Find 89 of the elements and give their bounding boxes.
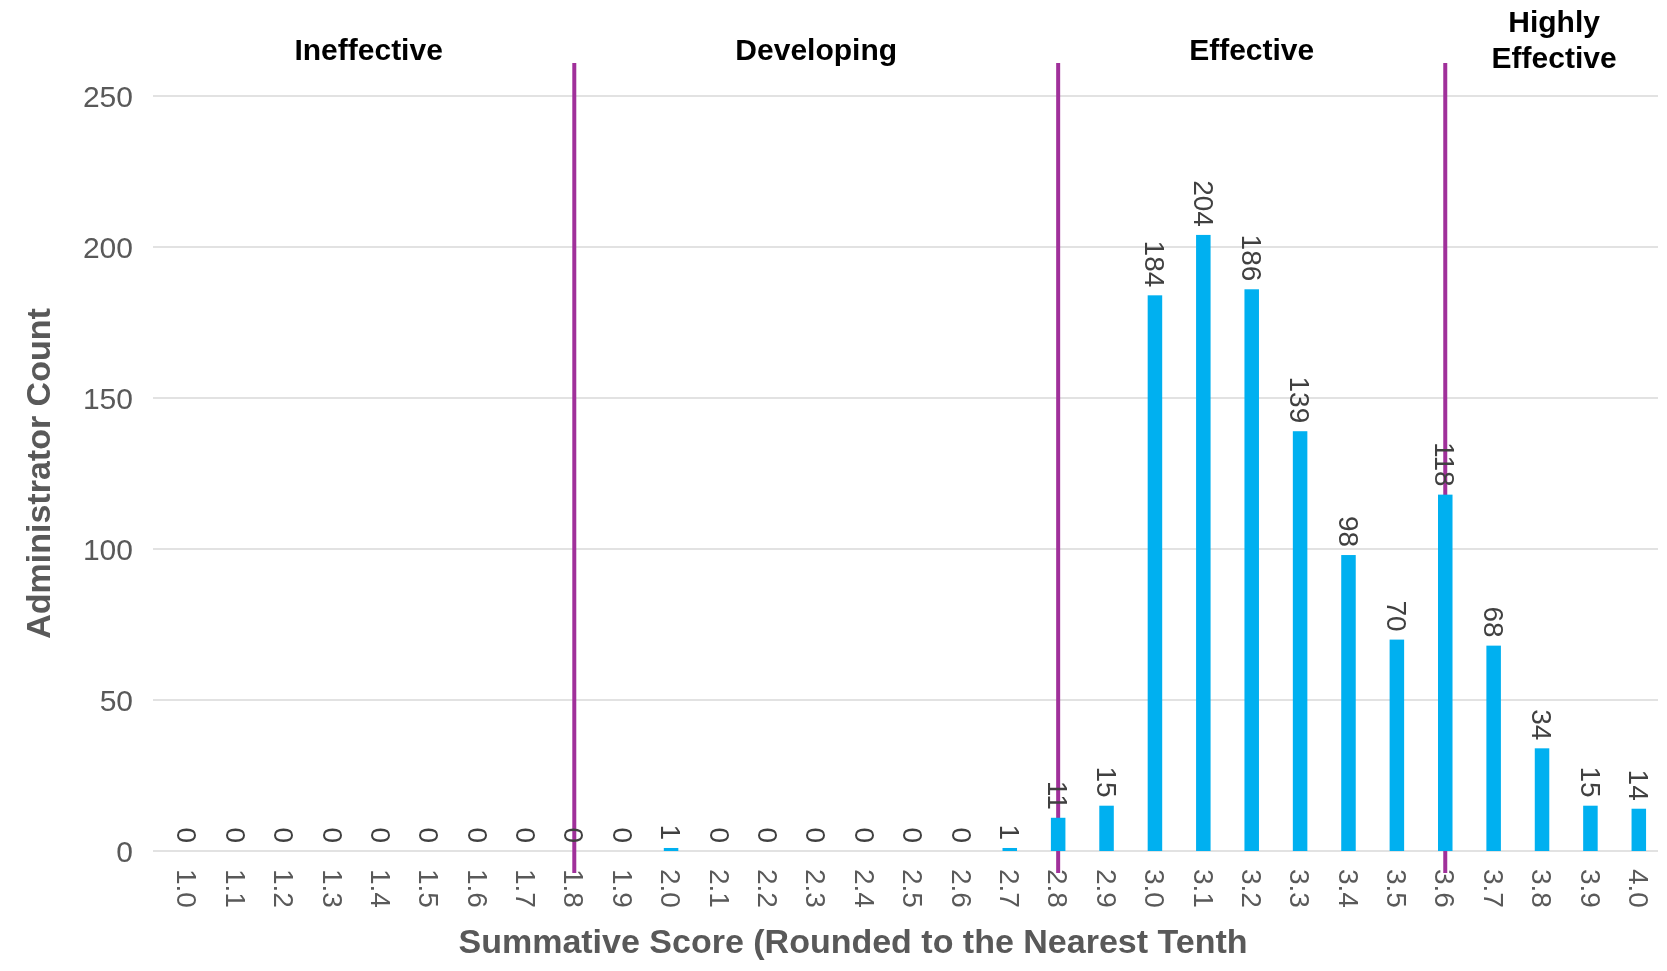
- text: Ineffective: [294, 33, 443, 66]
- x-tick-label: 1.8: [558, 869, 590, 908]
- x-tick-label: 2.9: [1090, 869, 1122, 908]
- y-tick-label: 50: [99, 683, 133, 717]
- x-tick-label: 3.9: [1574, 869, 1606, 908]
- data-label: 68: [1477, 606, 1509, 638]
- text: Developing: [735, 33, 898, 66]
- x-tick-label: 2.6: [945, 869, 977, 908]
- data-label: 139: [1284, 376, 1316, 424]
- data-label: 0: [800, 827, 832, 843]
- data-label: 0: [703, 827, 735, 843]
- x-tick-label: 4.0: [1623, 869, 1655, 908]
- y-tick-label: 200: [82, 230, 133, 264]
- data-label: 0: [268, 827, 300, 843]
- data-label: 70: [1381, 600, 1413, 632]
- x-tick-label: 2.2: [752, 869, 784, 908]
- y-tick-label: 0: [116, 834, 133, 868]
- data-label: 0: [606, 827, 638, 843]
- x-tick-label: 2.1: [703, 869, 735, 908]
- x-tick-label: 1.7: [510, 869, 542, 908]
- data-label: 0: [752, 827, 784, 843]
- bar: [1341, 555, 1356, 851]
- data-label: 0: [316, 827, 348, 843]
- data-label: 11: [1042, 780, 1074, 810]
- x-tick-label: 2.5: [897, 869, 929, 908]
- x-tick-label: 2.7: [993, 869, 1025, 908]
- x-tick-label: 3.5: [1381, 869, 1413, 908]
- data-label: 186: [1235, 234, 1267, 282]
- bar: [1486, 645, 1501, 851]
- data-label: 1: [655, 824, 687, 840]
- x-tick-label: 2.4: [848, 869, 880, 908]
- y-tick-label: 250: [82, 79, 133, 113]
- x-tick-label: 3.4: [1332, 869, 1364, 908]
- data-label: 0: [219, 827, 251, 843]
- bar: [1196, 234, 1211, 851]
- x-axis-title: Summative Score (Rounded to the Nearest Tenth: [458, 922, 1248, 960]
- data-label: 15: [1574, 766, 1606, 798]
- x-tick-label: 1.2: [268, 869, 300, 908]
- data-label: 0: [413, 827, 445, 843]
- x-tick-label: 1.4: [364, 869, 396, 908]
- y-axis-title: Administrator Count: [19, 308, 57, 639]
- data-label: 0: [848, 827, 880, 843]
- data-label: 118: [1429, 442, 1461, 487]
- data-label: 0: [364, 827, 396, 843]
- data-label: 0: [945, 827, 977, 843]
- bar: [663, 847, 679, 851]
- x-tick-label: 3.8: [1526, 869, 1558, 908]
- data-label: 34: [1526, 709, 1558, 741]
- text: Effective: [1189, 33, 1315, 66]
- data-label: 0: [897, 827, 929, 843]
- x-tick-label: 1.0: [171, 869, 203, 908]
- data-label: 0: [558, 827, 590, 843]
- x-tick-label: 3.2: [1235, 869, 1267, 908]
- bar: [1099, 805, 1114, 851]
- data-label: 204: [1187, 180, 1219, 227]
- bar: [1002, 847, 1018, 851]
- x-tick-label: 3.1: [1187, 869, 1219, 908]
- x-tick-label: 1.9: [606, 869, 638, 908]
- text: Highly Effective: [1491, 5, 1617, 74]
- bar: [1534, 748, 1550, 851]
- x-tick-label: 3.6: [1429, 869, 1461, 908]
- x-tick-label: 1.6: [461, 869, 493, 908]
- x-tick-label: 1.5: [413, 869, 445, 908]
- bar: [1583, 805, 1598, 851]
- bar: [1147, 295, 1163, 851]
- x-tick-label: 3.7: [1477, 869, 1509, 908]
- x-tick-label: 2.8: [1042, 869, 1074, 908]
- bar: [1244, 289, 1259, 851]
- bar: [1050, 817, 1066, 851]
- data-label: 0: [461, 827, 493, 843]
- data-label: 184: [1139, 240, 1171, 288]
- x-tick-label: 1.1: [219, 869, 251, 908]
- y-tick-label: 150: [82, 381, 133, 415]
- bar: [1292, 431, 1308, 851]
- x-tick-label: 2.0: [655, 869, 687, 908]
- bar: [1438, 494, 1453, 851]
- data-label: 0: [171, 827, 203, 843]
- y-tick-label: 100: [82, 532, 133, 566]
- data-label: 1: [993, 824, 1025, 840]
- data-label: 15: [1090, 766, 1122, 798]
- bar: [1389, 639, 1405, 851]
- x-tick-label: 1.3: [316, 869, 348, 908]
- bar: [1631, 808, 1647, 851]
- x-tick-label: 3.3: [1284, 869, 1316, 908]
- data-label: 14: [1623, 769, 1655, 801]
- data-label: 0: [510, 827, 542, 843]
- x-tick-label: 3.0: [1139, 869, 1171, 908]
- x-tick-label: 2.3: [800, 869, 832, 908]
- data-label: 98: [1332, 515, 1364, 548]
